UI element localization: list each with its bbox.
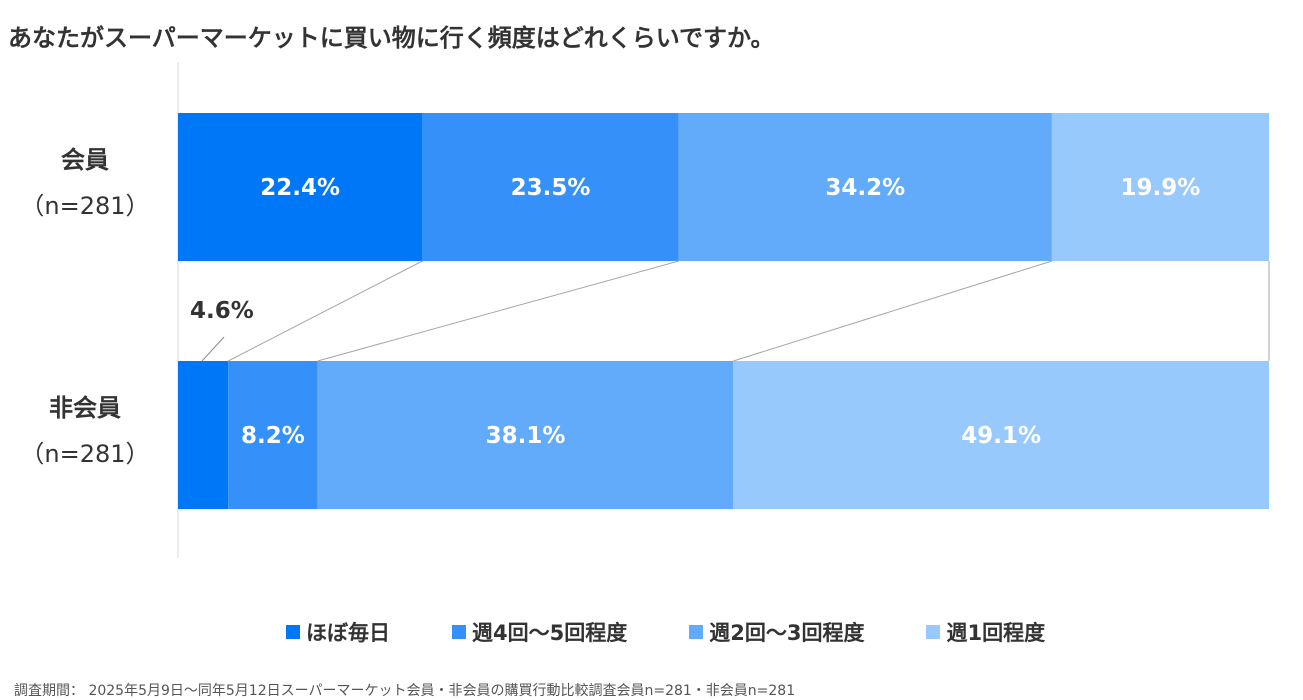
legend-label: ほぼ毎日 — [306, 621, 390, 645]
connector-line — [733, 260, 1053, 362]
category-sample-size: （n=281） — [20, 440, 150, 468]
category-name: 会員 — [61, 146, 109, 174]
bar-segment — [422, 113, 679, 261]
category-label: 非会員 （n=281） — [0, 385, 170, 477]
bar-segment — [733, 361, 1269, 509]
survey-footnote: 調査期間： 2025年5月9日～同年5月12日スーパーマーケット会員・非会員の購… — [14, 683, 796, 699]
data-label: 38.1% — [486, 423, 566, 449]
legend-item: 週4回～5回程度 — [452, 617, 627, 647]
connector-line — [317, 260, 679, 362]
legend-swatch — [286, 625, 300, 639]
legend-swatch — [926, 625, 941, 639]
bar-segment — [317, 361, 734, 509]
chart-legend: ほぼ毎日 週4回～5回程度 週2回～3回程度 週1回程度 — [286, 617, 1045, 647]
stacked-bar-chart: 22.4% 23.5% 34.2% 19.9% 4.6% 8.2% 38.1% 49.1% — [177, 62, 1270, 558]
legend-item: 週1回程度 — [926, 617, 1045, 647]
legend-label: 週1回程度 — [946, 621, 1046, 645]
category-name: 非会員 — [49, 394, 121, 422]
category-label: 会員 （n=281） — [0, 137, 170, 229]
data-label-outside: 4.6% — [190, 298, 254, 324]
bar-segment — [178, 361, 229, 509]
data-label: 49.1% — [961, 423, 1041, 449]
data-label: 19.9% — [1121, 175, 1201, 201]
legend-item: ほぼ毎日 — [286, 617, 390, 647]
bar-segment — [228, 361, 318, 509]
legend-swatch — [689, 625, 704, 639]
legend-label: 週2回～3回程度 — [709, 621, 865, 645]
legend-item: 週2回～3回程度 — [689, 617, 864, 647]
bar-segment — [678, 113, 1052, 261]
bar-segment — [1051, 113, 1269, 261]
bar-segment — [178, 113, 423, 261]
data-label: 22.4% — [260, 175, 340, 201]
leader-line — [201, 336, 225, 362]
legend-swatch — [452, 625, 466, 639]
chart-title: あなたがスーパーマーケットに買い物に行く頻度はどれくらいですか。 — [8, 24, 775, 52]
category-sample-size: （n=281） — [20, 192, 150, 220]
data-label: 34.2% — [825, 175, 905, 201]
legend-label: 週4回～5回程度 — [472, 621, 628, 645]
data-label: 8.2% — [241, 423, 305, 449]
data-label: 23.5% — [511, 175, 591, 201]
connector-line — [227, 260, 423, 362]
